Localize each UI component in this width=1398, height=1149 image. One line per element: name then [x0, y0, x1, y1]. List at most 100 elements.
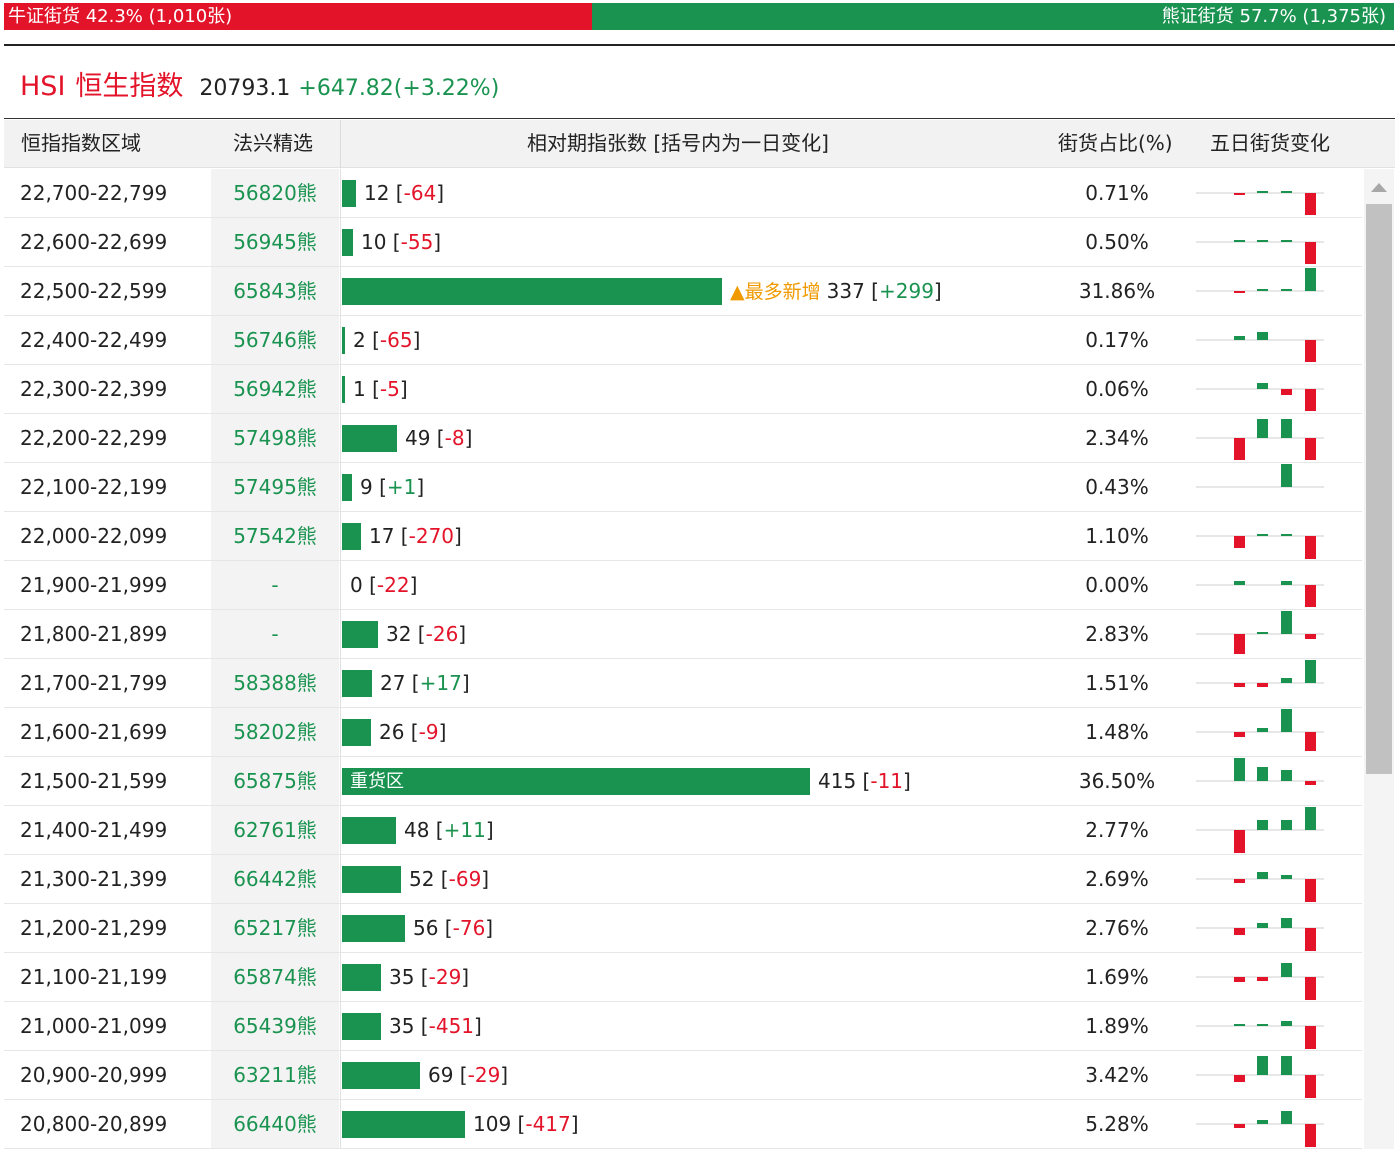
sparkline-bar — [1234, 291, 1245, 293]
pick-link[interactable]: 57495熊 — [211, 463, 339, 511]
contracts-value: 27 [+17] — [380, 671, 470, 695]
five-day-sparkline — [1196, 218, 1326, 266]
pick-link[interactable]: 63211熊 — [211, 1051, 339, 1099]
contract-count: 415 — [818, 769, 857, 793]
table-row[interactable]: 20,800-20,899 66440熊 109 [-417] 5.28% — [4, 1100, 1362, 1149]
table-row[interactable]: 22,400-22,499 56746熊 2 [-65] 0.17% — [4, 316, 1362, 365]
sparkline-chart — [1196, 534, 1324, 559]
vertical-scrollbar[interactable] — [1364, 169, 1394, 1149]
sparkline-bar — [1234, 732, 1245, 737]
contracts-bar — [342, 768, 810, 795]
share-cell: 2.69% — [1085, 867, 1149, 891]
share-cell: 0.17% — [1085, 328, 1149, 352]
table-row[interactable]: 21,500-21,599 65875熊 重货区 415 [-11] 36.50% — [4, 757, 1362, 806]
pick-link[interactable]: 56746熊 — [211, 316, 339, 364]
table-row[interactable]: 22,700-22,799 56820熊 12 [-64] 0.71% — [4, 169, 1362, 218]
table-row[interactable]: 21,200-21,299 65217熊 56 [-76] 2.76% — [4, 904, 1362, 953]
sparkline-bar — [1234, 634, 1245, 654]
range-cell: 22,200-22,299 — [20, 426, 168, 450]
pick-link[interactable]: 62761熊 — [211, 806, 339, 854]
pick-link[interactable]: 57542熊 — [211, 512, 339, 560]
table-row[interactable]: 22,500-22,599 65843熊 ▲最多新增 337 [+299] 31.86% — [4, 267, 1362, 316]
contracts-bar — [342, 817, 396, 844]
contract-count: 17 — [369, 524, 395, 548]
contract-count: 2 — [353, 328, 366, 352]
contracts-cell: 49 [-8] — [340, 414, 1040, 462]
sparkline-chart — [1196, 383, 1324, 411]
table-row[interactable]: 21,900-21,999 -0 [-22] 0.00% — [4, 561, 1362, 610]
sparkline-bar — [1305, 268, 1316, 291]
table-row[interactable]: 21,800-21,899 - 32 [-26] 2.83% — [4, 610, 1362, 659]
share-cell: 0.06% — [1085, 377, 1149, 401]
pick-link[interactable]: 65439熊 — [211, 1002, 339, 1050]
pick-link[interactable]: 66442熊 — [211, 855, 339, 903]
table-row[interactable]: 21,400-21,499 62761熊 48 [+11] 2.77% — [4, 806, 1362, 855]
contract-count: 52 — [409, 867, 435, 891]
sparkline-bar — [1305, 438, 1316, 460]
contracts-value: ▲最多新增 337 [+299] — [730, 279, 942, 303]
table-row[interactable]: 22,100-22,199 57495熊 9 [+1] 0.43% — [4, 463, 1362, 512]
contracts-cell: 1 [-5] — [340, 365, 1040, 413]
table-row[interactable]: 20,900-20,999 63211熊 69 [-29] 3.42% — [4, 1051, 1362, 1100]
contract-count: 27 — [380, 671, 406, 695]
contracts-bar — [342, 425, 397, 452]
pick-link[interactable]: 58202熊 — [211, 708, 339, 756]
table-row[interactable]: 22,300-22,399 56942熊 1 [-5] 0.06% — [4, 365, 1362, 414]
share-cell: 1.69% — [1085, 965, 1149, 989]
daily-change: -65 — [379, 328, 413, 352]
table-row[interactable]: 21,700-21,799 58388熊 27 [+17] 1.51% — [4, 659, 1362, 708]
table-row[interactable]: 22,200-22,299 57498熊 49 [-8] 2.34% — [4, 414, 1362, 463]
scroll-up-arrow-icon[interactable] — [1371, 183, 1387, 192]
share-cell: 2.83% — [1085, 622, 1149, 646]
pick-link[interactable]: 56820熊 — [211, 169, 339, 217]
sparkline-bar — [1281, 191, 1292, 193]
sparkline-bar — [1234, 879, 1245, 883]
contracts-bar — [342, 180, 356, 207]
contracts-cell: 52 [-69] — [340, 855, 1040, 903]
share-cell: 2.34% — [1085, 426, 1149, 450]
pick-link[interactable]: 57498熊 — [211, 414, 339, 462]
scrollbar-thumb[interactable] — [1366, 204, 1392, 774]
pick-link[interactable]: 56945熊 — [211, 218, 339, 266]
table-row[interactable]: 21,100-21,199 65874熊 35 [-29] 1.69% — [4, 953, 1362, 1002]
range-cell: 22,100-22,199 — [20, 475, 168, 499]
table-row[interactable]: 21,300-21,399 66442熊 52 [-69] 2.69% — [4, 855, 1362, 904]
bull-ratio-text: 牛证街货 42.3% (1,010张) — [8, 6, 233, 27]
pick-link[interactable]: 65217熊 — [211, 904, 339, 952]
sparkline-bar — [1234, 758, 1245, 781]
pick-link[interactable]: 65875熊 — [211, 757, 339, 805]
contract-count: 32 — [386, 622, 412, 646]
sparkline-bar — [1281, 820, 1292, 830]
sparkline-bar — [1305, 879, 1316, 902]
table-row[interactable]: 22,600-22,699 56945熊 10 [-55] 0.50% — [4, 218, 1362, 267]
contracts-value: 17 [-270] — [369, 524, 462, 548]
sparkline-bar — [1281, 611, 1292, 634]
sparkline-chart — [1196, 1021, 1324, 1049]
sparkline-bar — [1305, 807, 1316, 830]
sparkline-bar — [1305, 242, 1316, 264]
sparkline-bar — [1234, 683, 1245, 687]
sparkline-bar — [1281, 240, 1292, 242]
pick-link[interactable]: 65843熊 — [211, 267, 339, 315]
contracts-value: 32 [-26] — [386, 622, 467, 646]
range-cell: 21,700-21,799 — [20, 671, 168, 695]
sparkline-bar — [1234, 240, 1245, 242]
pick-link[interactable]: 65874熊 — [211, 953, 339, 1001]
column-header-share: 街货占比(%) — [1058, 131, 1173, 155]
pick-link[interactable]: 56942熊 — [211, 365, 339, 413]
table-row[interactable]: 22,000-22,099 57542熊 17 [-270] 1.10% — [4, 512, 1362, 561]
bear-distribution-table[interactable]: 22,700-22,799 56820熊 12 [-64] 0.71% 22,600-2… — [4, 169, 1362, 1149]
sparkline-bar — [1281, 419, 1292, 438]
pick-link[interactable]: 58388熊 — [211, 659, 339, 707]
daily-change: -26 — [425, 622, 459, 646]
pick-link[interactable]: 66440熊 — [211, 1100, 339, 1148]
sparkline-bar — [1281, 875, 1292, 879]
contracts-bar — [342, 1062, 420, 1089]
table-row[interactable]: 21,000-21,099 65439熊 35 [-451] 1.89% — [4, 1002, 1362, 1051]
share-cell: 1.89% — [1085, 1014, 1149, 1038]
sparkline-bar — [1257, 923, 1268, 928]
contract-count: 35 — [389, 1014, 415, 1038]
table-row[interactable]: 21,600-21,699 58202熊 26 [-9] 1.48% — [4, 708, 1362, 757]
contracts-bar — [342, 376, 345, 403]
range-cell: 21,300-21,399 — [20, 867, 168, 891]
